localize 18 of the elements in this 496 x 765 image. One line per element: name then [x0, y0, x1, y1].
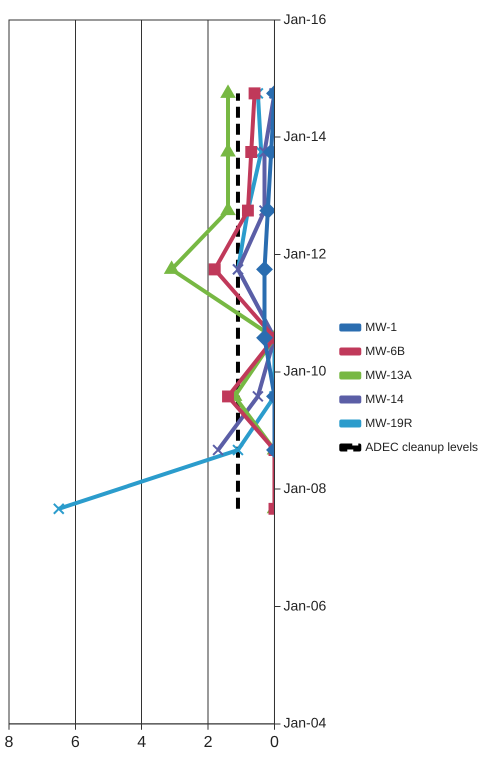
- x-tick-label: 2: [204, 734, 213, 751]
- legend-label: MW-19R: [365, 416, 413, 430]
- x-tick-label: 4: [137, 734, 146, 751]
- y-tick-label: Jan-10: [283, 362, 326, 379]
- y-tick-label: Jan-04: [283, 714, 326, 731]
- y-tick-label: Jan-06: [283, 597, 326, 614]
- y-tick-label: Jan-16: [283, 10, 326, 27]
- x-tick-label: 8: [4, 734, 14, 751]
- y-tick-label: Jan-14: [283, 128, 326, 144]
- legend-label: MW-14: [365, 392, 404, 406]
- legend-label: ADEC cleanup levels: [365, 440, 478, 454]
- legend-label: MW-13A: [365, 368, 412, 382]
- legend-label: MW-6B: [365, 344, 406, 358]
- y-tick-label: Jan-08: [283, 480, 326, 496]
- x-tick-label: 0: [270, 734, 280, 751]
- x-tick-label: 6: [70, 734, 80, 751]
- legend-label: MW-1: [365, 320, 398, 334]
- y-tick-label: Jan-12: [283, 245, 326, 262]
